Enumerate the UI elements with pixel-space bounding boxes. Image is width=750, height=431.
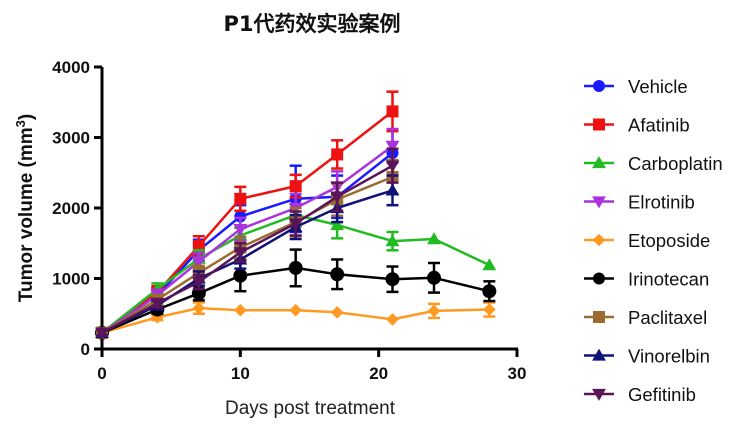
data-point-gefitinib: [95, 327, 109, 340]
legend-item-vinorelbin: Vinorelbin: [584, 346, 710, 367]
legend-label-paclitaxel: Paclitaxel: [628, 307, 707, 328]
data-point-vinorelbin: [385, 183, 400, 196]
y-axis-label-superscript: 3: [13, 120, 28, 127]
data-point-etoposide: [234, 303, 247, 317]
x-tick-label: 20: [369, 364, 388, 383]
chart-title: P1代药效实验案例: [223, 12, 400, 36]
legend-label-elrotinib: Elrotinib: [628, 192, 695, 213]
legend-label-vinorelbin: Vinorelbin: [628, 346, 710, 367]
data-point-irinotecan: [427, 270, 441, 285]
data-point-carboplatin: [330, 218, 345, 231]
legend-marker-afatinib: [593, 118, 605, 131]
data-point-elrotinib: [385, 140, 400, 153]
legend-label-carboplatin: Carboplatin: [628, 153, 723, 174]
data-point-irinotecan: [385, 272, 400, 287]
data-point-vehicle: [234, 210, 247, 223]
data-point-gefitinib: [150, 298, 165, 311]
legend-item-gefitinib: Gefitinib: [584, 384, 696, 405]
data-point-afatinib: [331, 148, 344, 161]
legend-marker-vinorelbin: [592, 348, 606, 361]
x-axis-label: Days post treatment: [225, 398, 396, 419]
series-group: [95, 90, 497, 340]
y-ticks: 0 1000 2000 3000 4000: [52, 58, 102, 359]
legend-label-irinotecan: Irinotecan: [628, 269, 709, 290]
legend-item-etoposide: Etoposide: [584, 230, 710, 251]
data-point-afatinib: [234, 192, 247, 205]
y-tick-label: 1000: [52, 270, 90, 289]
legend-item-vehicle: Vehicle: [584, 76, 688, 97]
x-tick-label: 0: [97, 364, 106, 383]
legend-marker-etoposide: [592, 233, 606, 247]
y-tick-label: 2000: [52, 199, 90, 218]
y-axis-label-close: ): [16, 114, 37, 120]
data-point-etoposide: [192, 301, 206, 315]
y-tick-label: 0: [81, 340, 90, 359]
legend-label-afatinib: Afatinib: [628, 115, 690, 136]
data-point-etoposide: [330, 306, 344, 319]
legend-label-gefitinib: Gefitinib: [628, 384, 696, 405]
x-tick-label: 10: [231, 364, 250, 383]
data-point-carboplatin: [482, 258, 497, 271]
legend-item-irinotecan: Irinotecan: [584, 269, 709, 290]
legend-marker-irinotecan: [593, 272, 605, 285]
data-point-elrotinib: [233, 223, 248, 237]
legend-item-paclitaxel: Paclitaxel: [584, 307, 707, 328]
legend-marker-elrotinib: [592, 196, 606, 209]
legend-marker-gefitinib: [592, 388, 606, 401]
data-point-irinotecan: [482, 284, 497, 299]
data-point-carboplatin: [427, 232, 441, 245]
legend-label-vehicle: Vehicle: [628, 76, 688, 97]
legend-item-elrotinib: Elrotinib: [584, 192, 695, 213]
x-ticks: 0 10 20 30: [97, 349, 526, 383]
legend-item-afatinib: Afatinib: [584, 115, 690, 136]
data-point-gefitinib: [385, 160, 400, 173]
data-point-gefitinib: [288, 218, 303, 231]
data-point-irinotecan: [233, 268, 248, 283]
y-axis-label-text: Tumor volume (mm: [16, 127, 37, 302]
data-point-etoposide: [427, 304, 441, 318]
data-point-gefitinib: [191, 276, 206, 289]
legend-label-etoposide: Etoposide: [628, 230, 710, 251]
data-point-carboplatin: [385, 234, 400, 247]
data-point-afatinib: [289, 180, 302, 193]
data-point-etoposide: [483, 303, 496, 316]
data-point-etoposide: [289, 303, 302, 317]
data-point-afatinib: [386, 105, 399, 118]
y-tick-label: 3000: [52, 129, 90, 148]
legend-marker-paclitaxel: [593, 311, 605, 323]
legend-marker-carboplatin: [592, 156, 606, 169]
legend-marker-vehicle: [593, 80, 605, 92]
data-point-gefitinib: [233, 247, 248, 260]
data-point-irinotecan: [288, 260, 303, 275]
data-point-elrotinib: [191, 256, 206, 269]
data-point-irinotecan: [330, 267, 345, 282]
series-gefitinib: [95, 147, 400, 340]
x-tick-label: 30: [508, 364, 527, 383]
legend: Vehicle Afatinib Carboplatin Elrotinib Etopo…: [584, 76, 723, 405]
legend-item-carboplatin: Carboplatin: [584, 153, 723, 174]
series-line-elrotinib: [101, 144, 394, 334]
data-point-etoposide: [386, 313, 399, 326]
data-point-gefitinib: [330, 191, 345, 204]
y-axis-label: Tumor volume (mm3): [13, 114, 37, 302]
y-tick-label: 4000: [52, 58, 90, 77]
